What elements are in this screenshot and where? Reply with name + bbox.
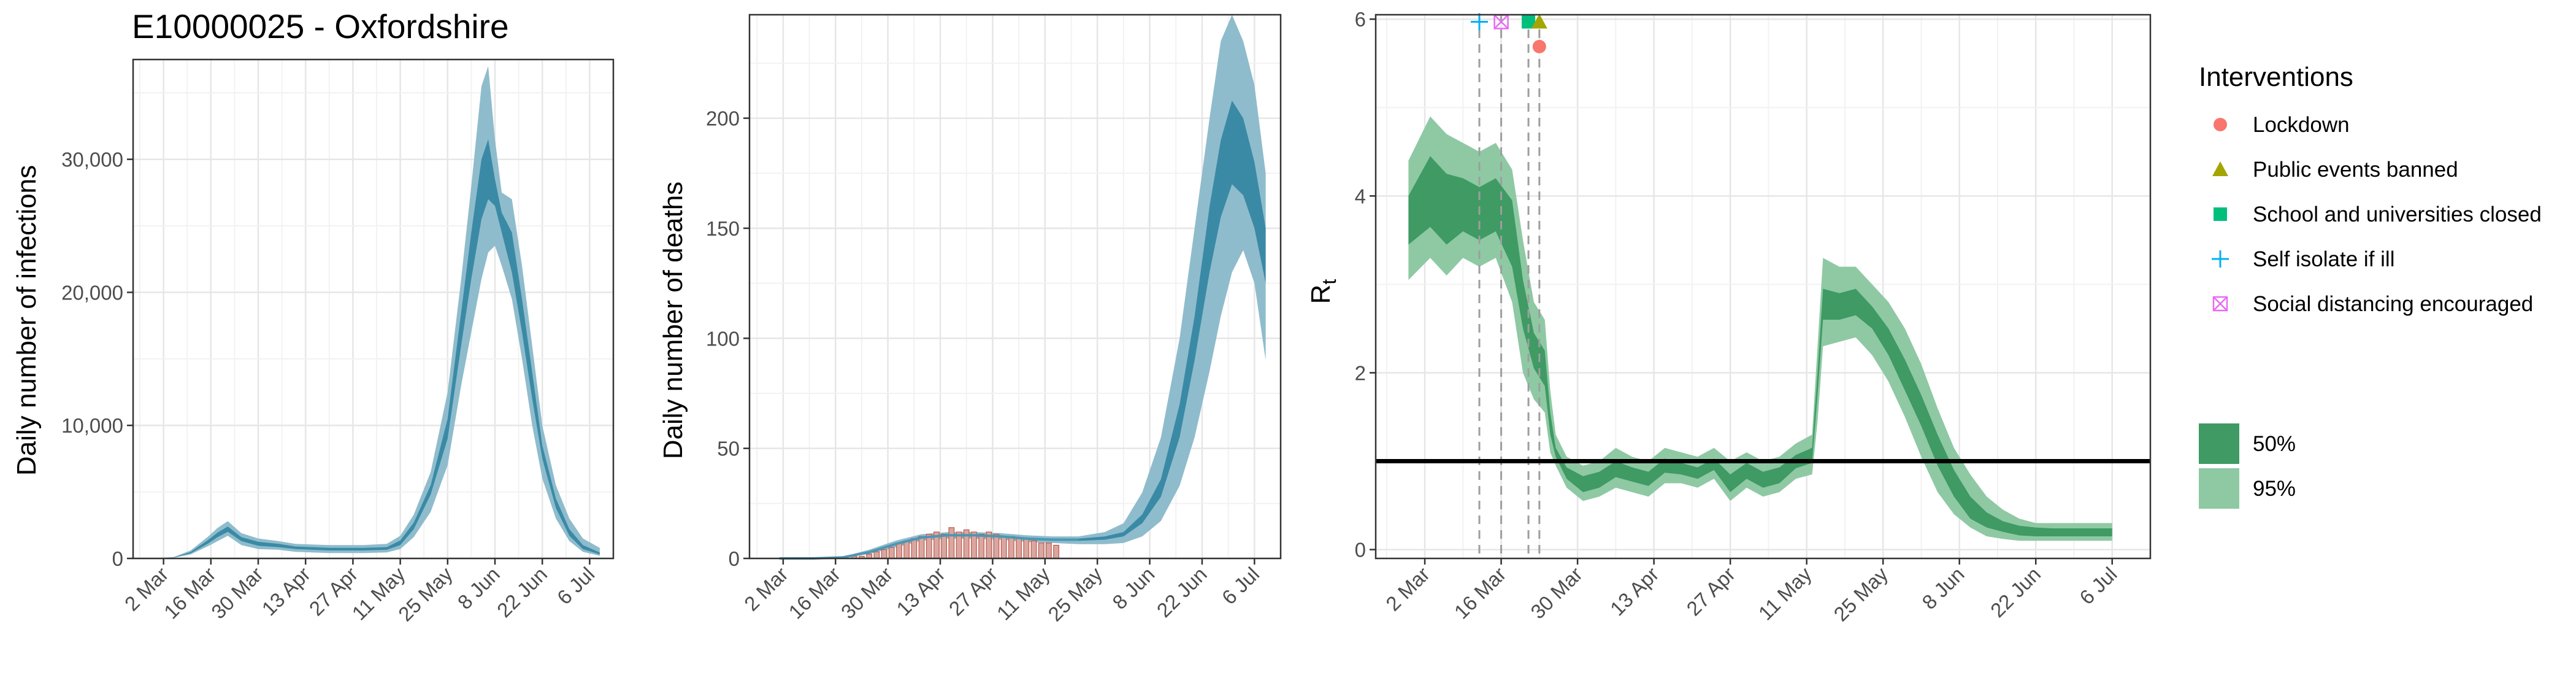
chart-title: E10000025 - Oxfordshire	[132, 7, 509, 45]
death-bar	[888, 547, 895, 559]
y-tick-label: 30,000	[61, 149, 123, 171]
death-bar	[911, 538, 918, 559]
legend-band-label: 95%	[2253, 477, 2296, 501]
infections-marks	[153, 66, 600, 559]
infections-y-ticks: 0 10,000 20,000 30,000	[61, 149, 133, 570]
death-bar	[881, 549, 887, 559]
deaths-grid	[749, 15, 1281, 560]
legend-item: School and universities closed	[2214, 203, 2542, 226]
legend-bands: 50% 95%	[2199, 423, 2296, 509]
death-bar	[1053, 544, 1059, 559]
legend-key-box	[2212, 296, 2228, 312]
death-bar	[903, 540, 910, 559]
death-bar	[1000, 536, 1007, 559]
legend-key-square	[2214, 207, 2227, 221]
legend-item-label: School and universities closed	[2253, 203, 2542, 226]
death-bar	[941, 533, 947, 559]
deaths-marks	[779, 15, 1266, 560]
legend-interventions: Lockdown Public events banned School and u…	[2212, 113, 2542, 316]
intervention-marker-triangle	[1531, 14, 1547, 29]
legend-item-label: Social distancing encouraged	[2253, 292, 2533, 316]
death-bar	[1008, 536, 1014, 559]
legend-key-circle	[2214, 118, 2227, 131]
legend-item: Self isolate if ill	[2212, 247, 2394, 271]
deaths-median-line	[779, 534, 1079, 560]
death-bar	[1038, 542, 1045, 559]
death-bar	[873, 551, 880, 559]
legend-item-label: Lockdown	[2253, 113, 2350, 137]
band-50	[1408, 156, 2112, 536]
death-bar	[1030, 540, 1037, 559]
legend-band-swatch	[2199, 423, 2239, 464]
legend-item: Lockdown	[2214, 113, 2350, 137]
legend-title: Interventions	[2199, 62, 2353, 92]
legend-item-label: Self isolate if ill	[2253, 247, 2394, 271]
y-tick-label: 4	[1355, 185, 1366, 207]
rt-marks	[1376, 13, 2150, 558]
y-tick-label: 2	[1355, 361, 1366, 384]
y-tick-label: 20,000	[61, 281, 123, 304]
intervention-marker-x2	[1493, 14, 1509, 29]
deaths-y-axis-label: Daily number of deaths	[658, 182, 688, 459]
legend-item-label: Public events banned	[2253, 158, 2458, 182]
y-tick-label: 50	[717, 438, 740, 460]
legend-band-swatch	[2199, 468, 2239, 509]
infections-y-axis-label: Daily number of infections	[12, 165, 42, 476]
y-tick-label: 100	[706, 327, 740, 350]
legend-item: Social distancing encouraged	[2212, 292, 2533, 316]
y-tick-label: 150	[706, 217, 740, 240]
legend-band: 50%	[2199, 423, 2296, 464]
intervention-marker-circle	[1532, 39, 1546, 53]
legend-band: 95%	[2199, 468, 2296, 509]
death-bar	[1016, 538, 1022, 559]
death-bar	[978, 533, 984, 559]
death-bar	[948, 527, 955, 559]
infections-panel-border	[132, 58, 615, 560]
death-bar	[993, 533, 1000, 559]
rt-y-ticks: 0 2 4 6	[1355, 8, 1376, 561]
legend: Interventions Lockdown Public events bann…	[2199, 62, 2542, 509]
y-tick-label: 200	[706, 107, 740, 130]
death-bar	[896, 542, 902, 559]
deaths-y-ticks: 0 50 100 150 200	[706, 107, 749, 570]
legend-item: Public events banned	[2212, 158, 2458, 182]
rt-grid	[1376, 15, 2150, 558]
death-bar	[918, 536, 925, 559]
band-95	[779, 15, 1266, 558]
y-tick-label: 10,000	[61, 414, 123, 437]
y-tick-label: 0	[1355, 539, 1366, 561]
intervention-marker-square	[1522, 15, 1536, 29]
legend-key-triangle	[2212, 161, 2228, 176]
deaths-panel-border	[748, 14, 1282, 560]
death-bar	[1023, 538, 1030, 559]
death-bar	[1046, 542, 1052, 559]
y-tick-label: 0	[729, 547, 740, 570]
legend-band-label: 50%	[2253, 432, 2296, 456]
y-tick-label: 6	[1355, 8, 1366, 31]
y-tick-label: 0	[112, 547, 123, 570]
legend-key-x2	[2213, 296, 2228, 311]
rt-panel-border	[1374, 14, 2152, 560]
